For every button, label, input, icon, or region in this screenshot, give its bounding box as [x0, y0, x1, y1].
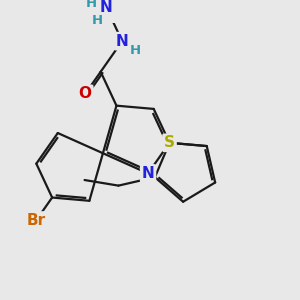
Text: N: N [142, 166, 154, 181]
Text: N: N [100, 0, 113, 15]
Text: H: H [85, 0, 97, 10]
Text: O: O [79, 86, 92, 101]
Text: Br: Br [26, 213, 46, 228]
Text: H: H [129, 44, 140, 57]
Text: S: S [164, 135, 175, 150]
Text: N: N [116, 34, 128, 49]
Text: H: H [92, 14, 103, 27]
